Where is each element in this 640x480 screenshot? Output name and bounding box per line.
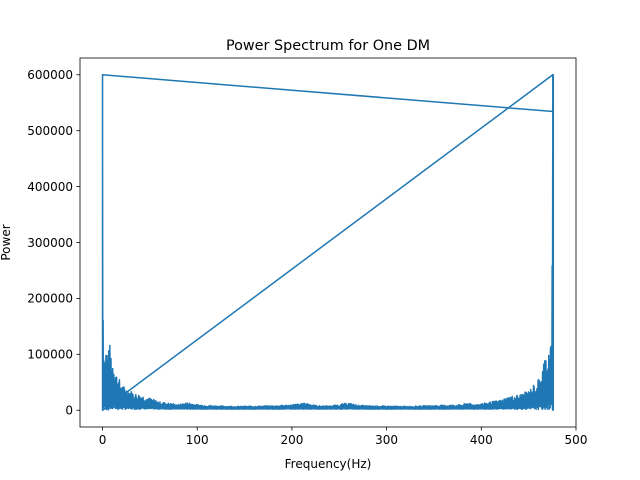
power-series-line: [101, 74, 555, 411]
chart-title: Power Spectrum for One DM: [226, 38, 430, 54]
x-tick-label: 500: [565, 433, 588, 447]
x-tick-label: 300: [375, 433, 398, 447]
x-tick-label: 400: [470, 433, 493, 447]
y-tick-label: 600000: [27, 68, 73, 82]
x-tick-label: 100: [186, 433, 209, 447]
y-tick-label: 200000: [27, 292, 73, 306]
y-tick-label: 300000: [27, 236, 73, 250]
y-tick-label: 400000: [27, 180, 73, 194]
y-tick-label: 0: [65, 404, 73, 418]
x-axis-label: Frequency(Hz): [285, 457, 372, 471]
x-tick-label: 0: [99, 433, 107, 447]
y-axis-ticks: 0 100000 200000 300000 400000 500000 600000: [27, 68, 80, 418]
x-axis-ticks: 0 100 200 300 400 500: [99, 427, 588, 447]
y-tick-label: 100000: [27, 348, 73, 362]
x-tick-label: 200: [280, 433, 303, 447]
y-axis-label: Power: [0, 224, 13, 260]
y-tick-label: 500000: [27, 124, 73, 138]
plot-series: [101, 74, 555, 411]
